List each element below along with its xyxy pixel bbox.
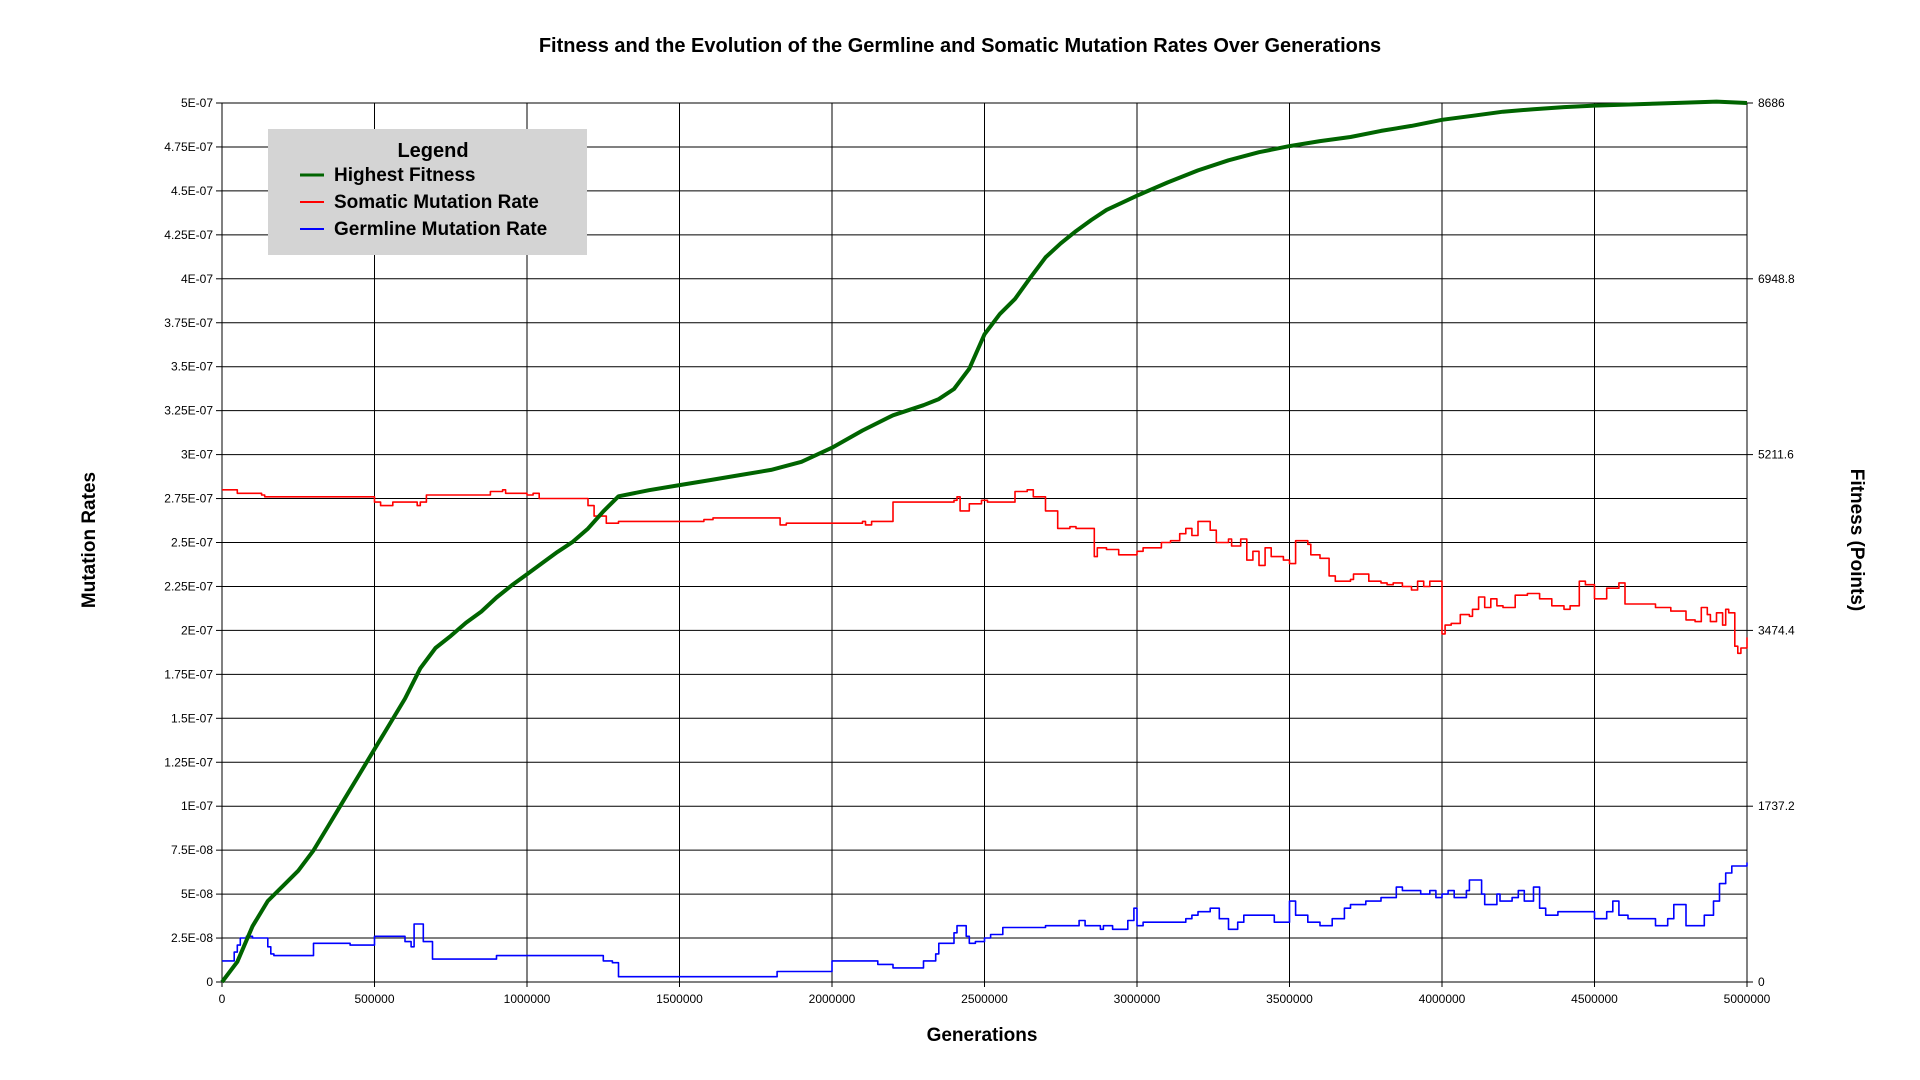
x-tick-label: 1500000 [656, 992, 703, 1006]
series-line-germline-mutation-rate [222, 862, 1748, 978]
y-tick-label: 2.5E-08 [171, 931, 213, 945]
x-tick-label: 1000000 [504, 992, 551, 1006]
legend-title: Legend [397, 140, 468, 162]
x-tick-label: 2000000 [809, 992, 856, 1006]
y2-tick-label: 0 [1758, 975, 1765, 989]
y-tick-label: 4.75E-07 [164, 140, 213, 154]
y-tick-label: 4.5E-07 [171, 184, 213, 198]
y-tick-label: 3.5E-07 [171, 360, 213, 374]
x-tick-label: 3000000 [1114, 992, 1161, 1006]
y-tick-label: 1E-07 [181, 799, 213, 813]
y2-tick-label: 5211.6 [1758, 448, 1794, 462]
y-tick-label: 2E-07 [181, 623, 213, 637]
y-tick-label: 5E-08 [181, 887, 213, 901]
y-tick-label: 4E-07 [181, 272, 213, 286]
y-tick-label: 7.5E-08 [171, 843, 213, 857]
y2-tick-label: 3474.4 [1758, 623, 1795, 637]
legend-box [268, 129, 587, 255]
y-tick-label: 4.25E-07 [164, 228, 213, 242]
series-line-highest-fitness [220, 99, 1748, 984]
y-axis-title: Mutation Rates [79, 472, 100, 608]
y-tick-label: 0 [206, 975, 213, 989]
y-tick-label: 3.75E-07 [164, 316, 213, 330]
y-tick-label: 1.75E-07 [164, 667, 213, 681]
legend-label-highest-fitness: Highest Fitness [334, 165, 475, 186]
tick-labels: 0 2.5E-08 5E-08 7.5E-08 1E-07 1.25E-07 1.5E-07… [164, 96, 1795, 1006]
legend-label-germline-mutation-rate: Germline Mutation Rate [334, 219, 547, 240]
x-tick-label: 3500000 [1266, 992, 1313, 1006]
y2-tick-label: 1737.2 [1758, 799, 1795, 813]
gridlines [221, 102, 1748, 983]
y-tick-label: 2.75E-07 [164, 492, 213, 506]
x-tick-label: 4000000 [1419, 992, 1466, 1006]
chart-title: Fitness and the Evolution of the Germlin… [539, 35, 1381, 57]
y-tick-label: 3.25E-07 [164, 404, 213, 418]
y-tick-label: 2.5E-07 [171, 536, 213, 550]
legend: Legend Highest Fitness Somatic Mutation R… [268, 129, 587, 255]
x-tick-label: 2500000 [961, 992, 1008, 1006]
x-axis-title: Generations [927, 1025, 1038, 1046]
y2-tick-label: 8686 [1758, 96, 1785, 110]
x-tick-label: 0 [219, 992, 226, 1006]
y2-tick-label: 6948.8 [1758, 272, 1795, 286]
legend-label-somatic-mutation-rate: Somatic Mutation Rate [334, 192, 539, 213]
axes [216, 102, 1753, 987]
x-tick-label: 5000000 [1724, 992, 1771, 1006]
y-tick-label: 2.25E-07 [164, 579, 213, 593]
y-tick-label: 3E-07 [181, 448, 213, 462]
y2-axis-title: Fitness (Points) [1846, 469, 1867, 612]
legend-items: Highest Fitness Somatic Mutation Rate Germ… [300, 165, 547, 240]
x-tick-label: 4500000 [1571, 992, 1618, 1006]
series-line-somatic-mutation-rate [222, 489, 1748, 655]
y-tick-label: 5E-07 [181, 96, 213, 110]
y-tick-label: 1.25E-07 [164, 755, 213, 769]
x-tick-label: 500000 [354, 992, 394, 1006]
y-tick-label: 1.5E-07 [171, 711, 213, 725]
series-layer [220, 99, 1748, 984]
